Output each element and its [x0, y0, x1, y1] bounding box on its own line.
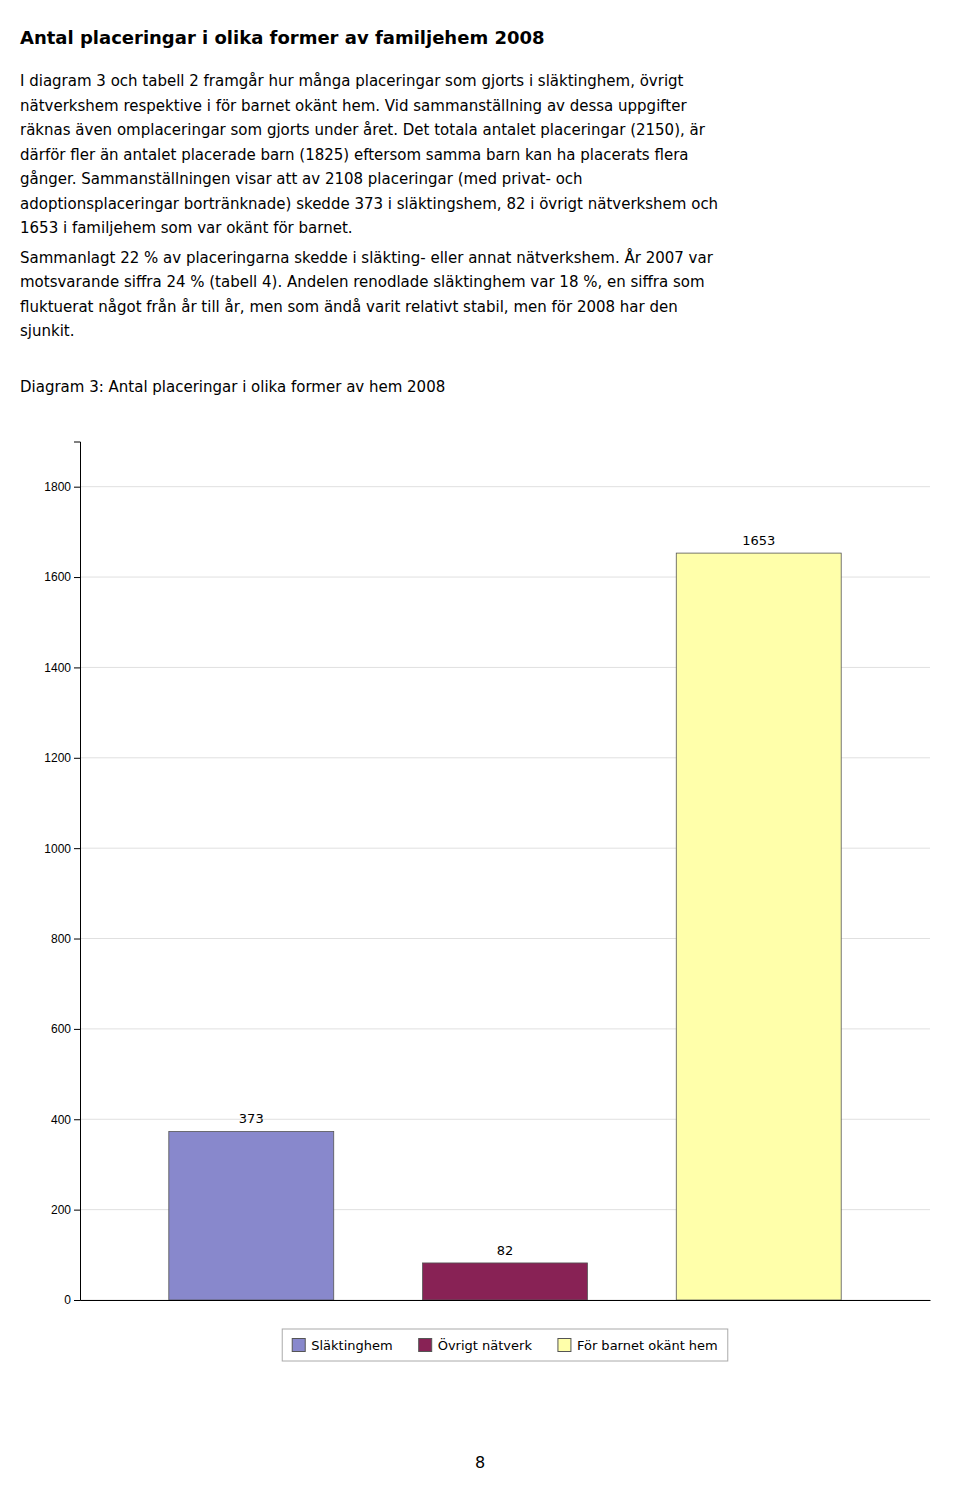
- paragraph-line: motsvarande siffra 24 % (tabell 4). Ande…: [20, 273, 705, 291]
- legend-item: Övrigt nätverk: [419, 1337, 533, 1353]
- y-tick-mark: [74, 667, 80, 668]
- paragraph-line: räknas även omplaceringar som gjorts und…: [20, 121, 706, 139]
- data-label: 82: [497, 1243, 514, 1258]
- y-tick-label: 200: [51, 1203, 71, 1217]
- y-axis-line: [74, 442, 81, 1301]
- legend-label: Släktinghem: [311, 1338, 392, 1353]
- paragraph-line: fluktuerat något från år till år, men so…: [20, 298, 678, 316]
- y-tick: 0: [64, 1293, 80, 1307]
- y-tick: 600: [51, 1022, 80, 1036]
- bars: [169, 553, 841, 1300]
- paragraph-line: sjunkit.: [20, 322, 75, 340]
- paragraph-line: adoptionsplaceringar bortränknade) skedd…: [20, 195, 718, 213]
- y-tick-mark: [74, 1210, 80, 1211]
- x-axis-line: [81, 1300, 931, 1301]
- legend-swatch: [419, 1339, 432, 1352]
- legend-swatch: [558, 1339, 571, 1352]
- bar: [676, 553, 841, 1300]
- y-tick-label: 1600: [44, 570, 71, 584]
- y-tick: 1200: [44, 751, 80, 765]
- y-tick-mark: [74, 939, 80, 940]
- y-tick: 1600: [44, 570, 80, 584]
- y-tick-label: 1000: [44, 841, 71, 855]
- y-tick-mark: [74, 758, 80, 759]
- legend-item: Släktinghem: [292, 1338, 392, 1353]
- data-label: 1653: [742, 533, 775, 548]
- y-tick: 1000: [44, 841, 80, 855]
- y-tick-label: 1400: [44, 661, 71, 675]
- legend-label: För barnet okänt hem: [577, 1338, 718, 1353]
- y-tick-mark: [74, 1119, 80, 1120]
- page-number: 8: [475, 1453, 485, 1472]
- grid-line: [80, 486, 930, 487]
- y-tick: 400: [51, 1113, 80, 1127]
- data-labels: 373 82 1653: [239, 533, 775, 1258]
- y-tick-label: 800: [51, 932, 71, 946]
- y-tick-mark: [74, 577, 80, 578]
- y-tick-label: 1800: [44, 480, 71, 494]
- grid: [80, 487, 930, 1300]
- paragraph-line: Sammanlagt 22 % av placeringarna skedde …: [20, 248, 714, 267]
- legend-label: Övrigt nätverk: [438, 1337, 533, 1353]
- y-tick: 1400: [44, 661, 80, 675]
- chart-title: Diagram 3: Antal placeringar i olika for…: [20, 378, 445, 396]
- legend-frame: [282, 1329, 728, 1361]
- x-axis: [81, 1300, 931, 1302]
- y-tick-label: 400: [51, 1113, 71, 1127]
- y-tick-mark: [74, 848, 80, 849]
- bar: [423, 1263, 588, 1300]
- y-tick-mark: [74, 487, 80, 488]
- bar: [169, 1131, 334, 1300]
- page-text: Antal placeringar i olika former av fami…: [20, 27, 718, 340]
- y-tick-label: 1200: [44, 751, 71, 765]
- y-tick-label: 600: [51, 1022, 71, 1036]
- y-tick: 1800: [44, 480, 80, 494]
- y-axis: 0 200 400 600 800 1000 1200 1400 1600 1800: [44, 442, 80, 1307]
- y-tick-mark: [74, 1029, 80, 1030]
- paragraph-line: nätverkshem respektive i för barnet okän…: [20, 97, 687, 115]
- paragraph-line: gånger. Sammanställningen visar att av 2…: [20, 170, 583, 188]
- page-title: Antal placeringar i olika former av fami…: [20, 27, 545, 48]
- y-tick-label: 0: [64, 1293, 71, 1307]
- legend: Släktinghem Övrigt nätverk För barnet okän…: [282, 1329, 728, 1361]
- paragraph-line: därför fler än antalet placerade barn (1…: [20, 146, 689, 164]
- legend-item: För barnet okänt hem: [558, 1338, 718, 1353]
- y-tick-mark: [74, 1300, 80, 1301]
- y-tick: 200: [51, 1203, 80, 1217]
- paragraph-line: 1653 i familjehem som var okänt för barn…: [20, 219, 353, 237]
- page: Antal placeringar i olika former av fami…: [0, 0, 960, 1490]
- paragraph-line: I diagram 3 och tabell 2 framgår hur mån…: [20, 72, 684, 90]
- data-label: 373: [239, 1111, 264, 1126]
- y-tick: 800: [51, 932, 80, 946]
- legend-swatch: [292, 1339, 305, 1352]
